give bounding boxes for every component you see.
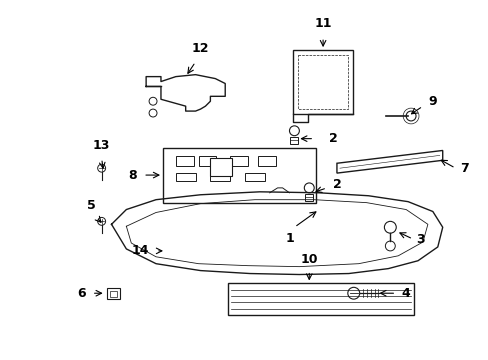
Text: 3: 3 (415, 233, 424, 246)
FancyBboxPatch shape (210, 158, 232, 176)
FancyBboxPatch shape (293, 50, 352, 114)
FancyBboxPatch shape (228, 283, 413, 315)
Text: 12: 12 (191, 42, 209, 55)
Text: 7: 7 (460, 162, 468, 175)
Text: 5: 5 (87, 198, 96, 212)
Text: 2: 2 (332, 179, 341, 192)
Text: 2: 2 (328, 132, 337, 145)
Text: 9: 9 (427, 95, 436, 108)
FancyBboxPatch shape (298, 55, 347, 109)
Text: 11: 11 (314, 17, 331, 30)
FancyBboxPatch shape (106, 288, 120, 299)
FancyBboxPatch shape (198, 156, 216, 166)
Text: 14: 14 (131, 244, 149, 257)
Text: 4: 4 (400, 287, 409, 300)
Text: 13: 13 (93, 139, 110, 152)
FancyBboxPatch shape (290, 137, 298, 144)
FancyBboxPatch shape (163, 148, 316, 203)
Text: 8: 8 (128, 168, 137, 181)
FancyBboxPatch shape (305, 194, 313, 201)
Text: 10: 10 (300, 253, 317, 266)
FancyBboxPatch shape (257, 156, 275, 166)
Text: 1: 1 (285, 232, 293, 245)
FancyBboxPatch shape (230, 156, 247, 166)
FancyBboxPatch shape (175, 156, 193, 166)
FancyBboxPatch shape (109, 291, 117, 297)
FancyBboxPatch shape (210, 173, 230, 181)
FancyBboxPatch shape (175, 173, 195, 181)
FancyBboxPatch shape (244, 173, 264, 181)
Text: 6: 6 (77, 287, 86, 300)
